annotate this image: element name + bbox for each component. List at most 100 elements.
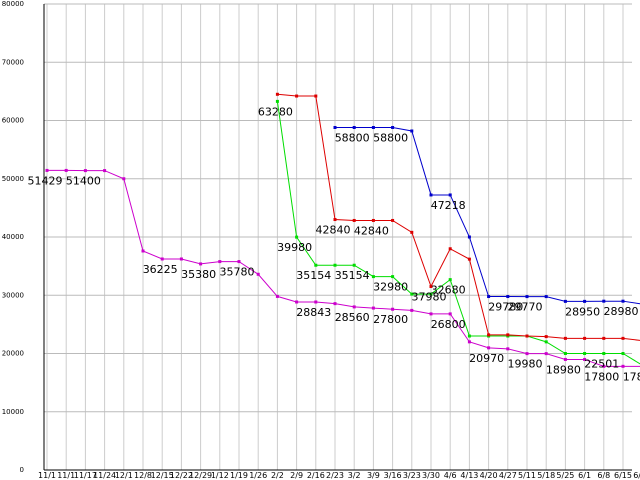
data-point: [583, 336, 587, 340]
data-point: [391, 275, 395, 279]
data-point: [237, 260, 241, 264]
data-point: [429, 292, 433, 296]
data-point: [525, 334, 529, 338]
data-point: [122, 177, 126, 181]
x-tick-label: 1/12: [211, 471, 229, 480]
data-point: [544, 335, 548, 339]
data-point: [544, 352, 548, 356]
data-label: 28980: [604, 305, 639, 318]
data-label: 32980: [373, 281, 408, 294]
data-label: 51429: [28, 174, 63, 187]
x-tick-label: 12/22: [170, 471, 193, 480]
x-tick-label: 2/16: [307, 471, 325, 480]
x-tick-label: 11/24: [93, 471, 116, 480]
y-tick-label: 70000: [2, 58, 24, 66]
data-label: 29780: [488, 301, 523, 314]
x-tick-label: 3/30: [422, 471, 440, 480]
x-tick-label: 3/2: [348, 471, 361, 480]
series-line: [277, 93, 640, 341]
data-label: 42840: [316, 224, 351, 237]
data-label: 58800: [373, 131, 408, 144]
x-tick-label: 11/17: [74, 471, 97, 480]
data-point: [602, 336, 606, 340]
data-label: 17800: [584, 370, 619, 383]
y-tick-label: 20000: [2, 350, 24, 358]
x-tick-label: 6/8: [597, 471, 610, 480]
data-point: [314, 263, 318, 267]
data-point: [83, 169, 87, 173]
y-tick-label: 10000: [2, 408, 24, 416]
data-point: [563, 352, 567, 355]
series-2: [275, 99, 640, 365]
data-point: [602, 364, 606, 368]
data-point: [160, 257, 164, 261]
data-point: [487, 333, 491, 337]
x-tick-label: 12/1: [115, 471, 133, 480]
y-tick-label: 80000: [2, 0, 24, 8]
data-point: [544, 295, 548, 299]
data-point: [602, 352, 606, 355]
data-label: 28560: [335, 311, 370, 324]
data-label: 37980: [412, 291, 447, 304]
data-point: [45, 168, 49, 172]
data-point: [467, 340, 471, 344]
data-point: [141, 249, 145, 253]
y-tick-label: 30000: [2, 291, 24, 299]
data-point: [391, 307, 395, 311]
series-3: [275, 92, 640, 341]
x-tick-label: 5/18: [537, 471, 555, 480]
data-point: [371, 306, 375, 310]
data-point: [429, 193, 433, 197]
x-tick-label: 4/13: [460, 471, 478, 480]
data-point: [563, 299, 567, 303]
x-tick-label: 5/11: [518, 471, 536, 480]
data-label: 47218: [431, 199, 466, 212]
data-point: [563, 336, 567, 340]
data-point: [314, 94, 318, 98]
data-point: [525, 295, 529, 299]
x-tick-label: 3/9: [367, 471, 380, 480]
data-point: [275, 99, 279, 103]
data-label: 32680: [431, 284, 466, 297]
x-tick-label: 2/23: [326, 471, 344, 480]
data-point: [103, 169, 107, 173]
data-point: [275, 294, 279, 298]
data-label: 35154: [335, 269, 370, 282]
data-label: 58800: [335, 131, 370, 144]
data-point: [621, 336, 625, 340]
x-tick-label: 5/25: [556, 471, 574, 480]
data-point: [256, 272, 260, 276]
data-label: 35154: [296, 269, 331, 282]
data-point: [583, 352, 587, 355]
data-point: [295, 235, 299, 239]
data-point: [333, 218, 337, 222]
x-tick-label: 2/9: [290, 471, 303, 480]
data-label: 22501: [584, 358, 619, 371]
data-point: [448, 247, 452, 251]
data-point: [218, 260, 222, 264]
data-point: [467, 235, 471, 239]
x-tick-label: 2/2: [271, 471, 284, 480]
data-label: 29770: [508, 301, 543, 314]
x-tick-label: 11/1: [57, 471, 75, 480]
data-label: 36225: [143, 263, 178, 276]
data-point: [621, 352, 625, 355]
data-point: [352, 305, 356, 309]
data-point: [429, 285, 433, 289]
data-point: [352, 263, 356, 267]
data-point: [429, 312, 433, 316]
data-point: [467, 334, 471, 338]
data-point: [506, 295, 510, 299]
x-tick-label: 6/1: [578, 471, 591, 480]
x-tick-label: 4/20: [480, 471, 498, 480]
y-tick-label: 0: [20, 466, 24, 474]
x-tick-label: 4/27: [499, 471, 517, 480]
data-point: [506, 333, 510, 337]
data-point: [352, 125, 356, 129]
x-tick-label: 4/6: [444, 471, 457, 480]
data-point: [371, 275, 375, 279]
data-label: 51400: [66, 175, 101, 188]
data-point: [563, 357, 567, 361]
